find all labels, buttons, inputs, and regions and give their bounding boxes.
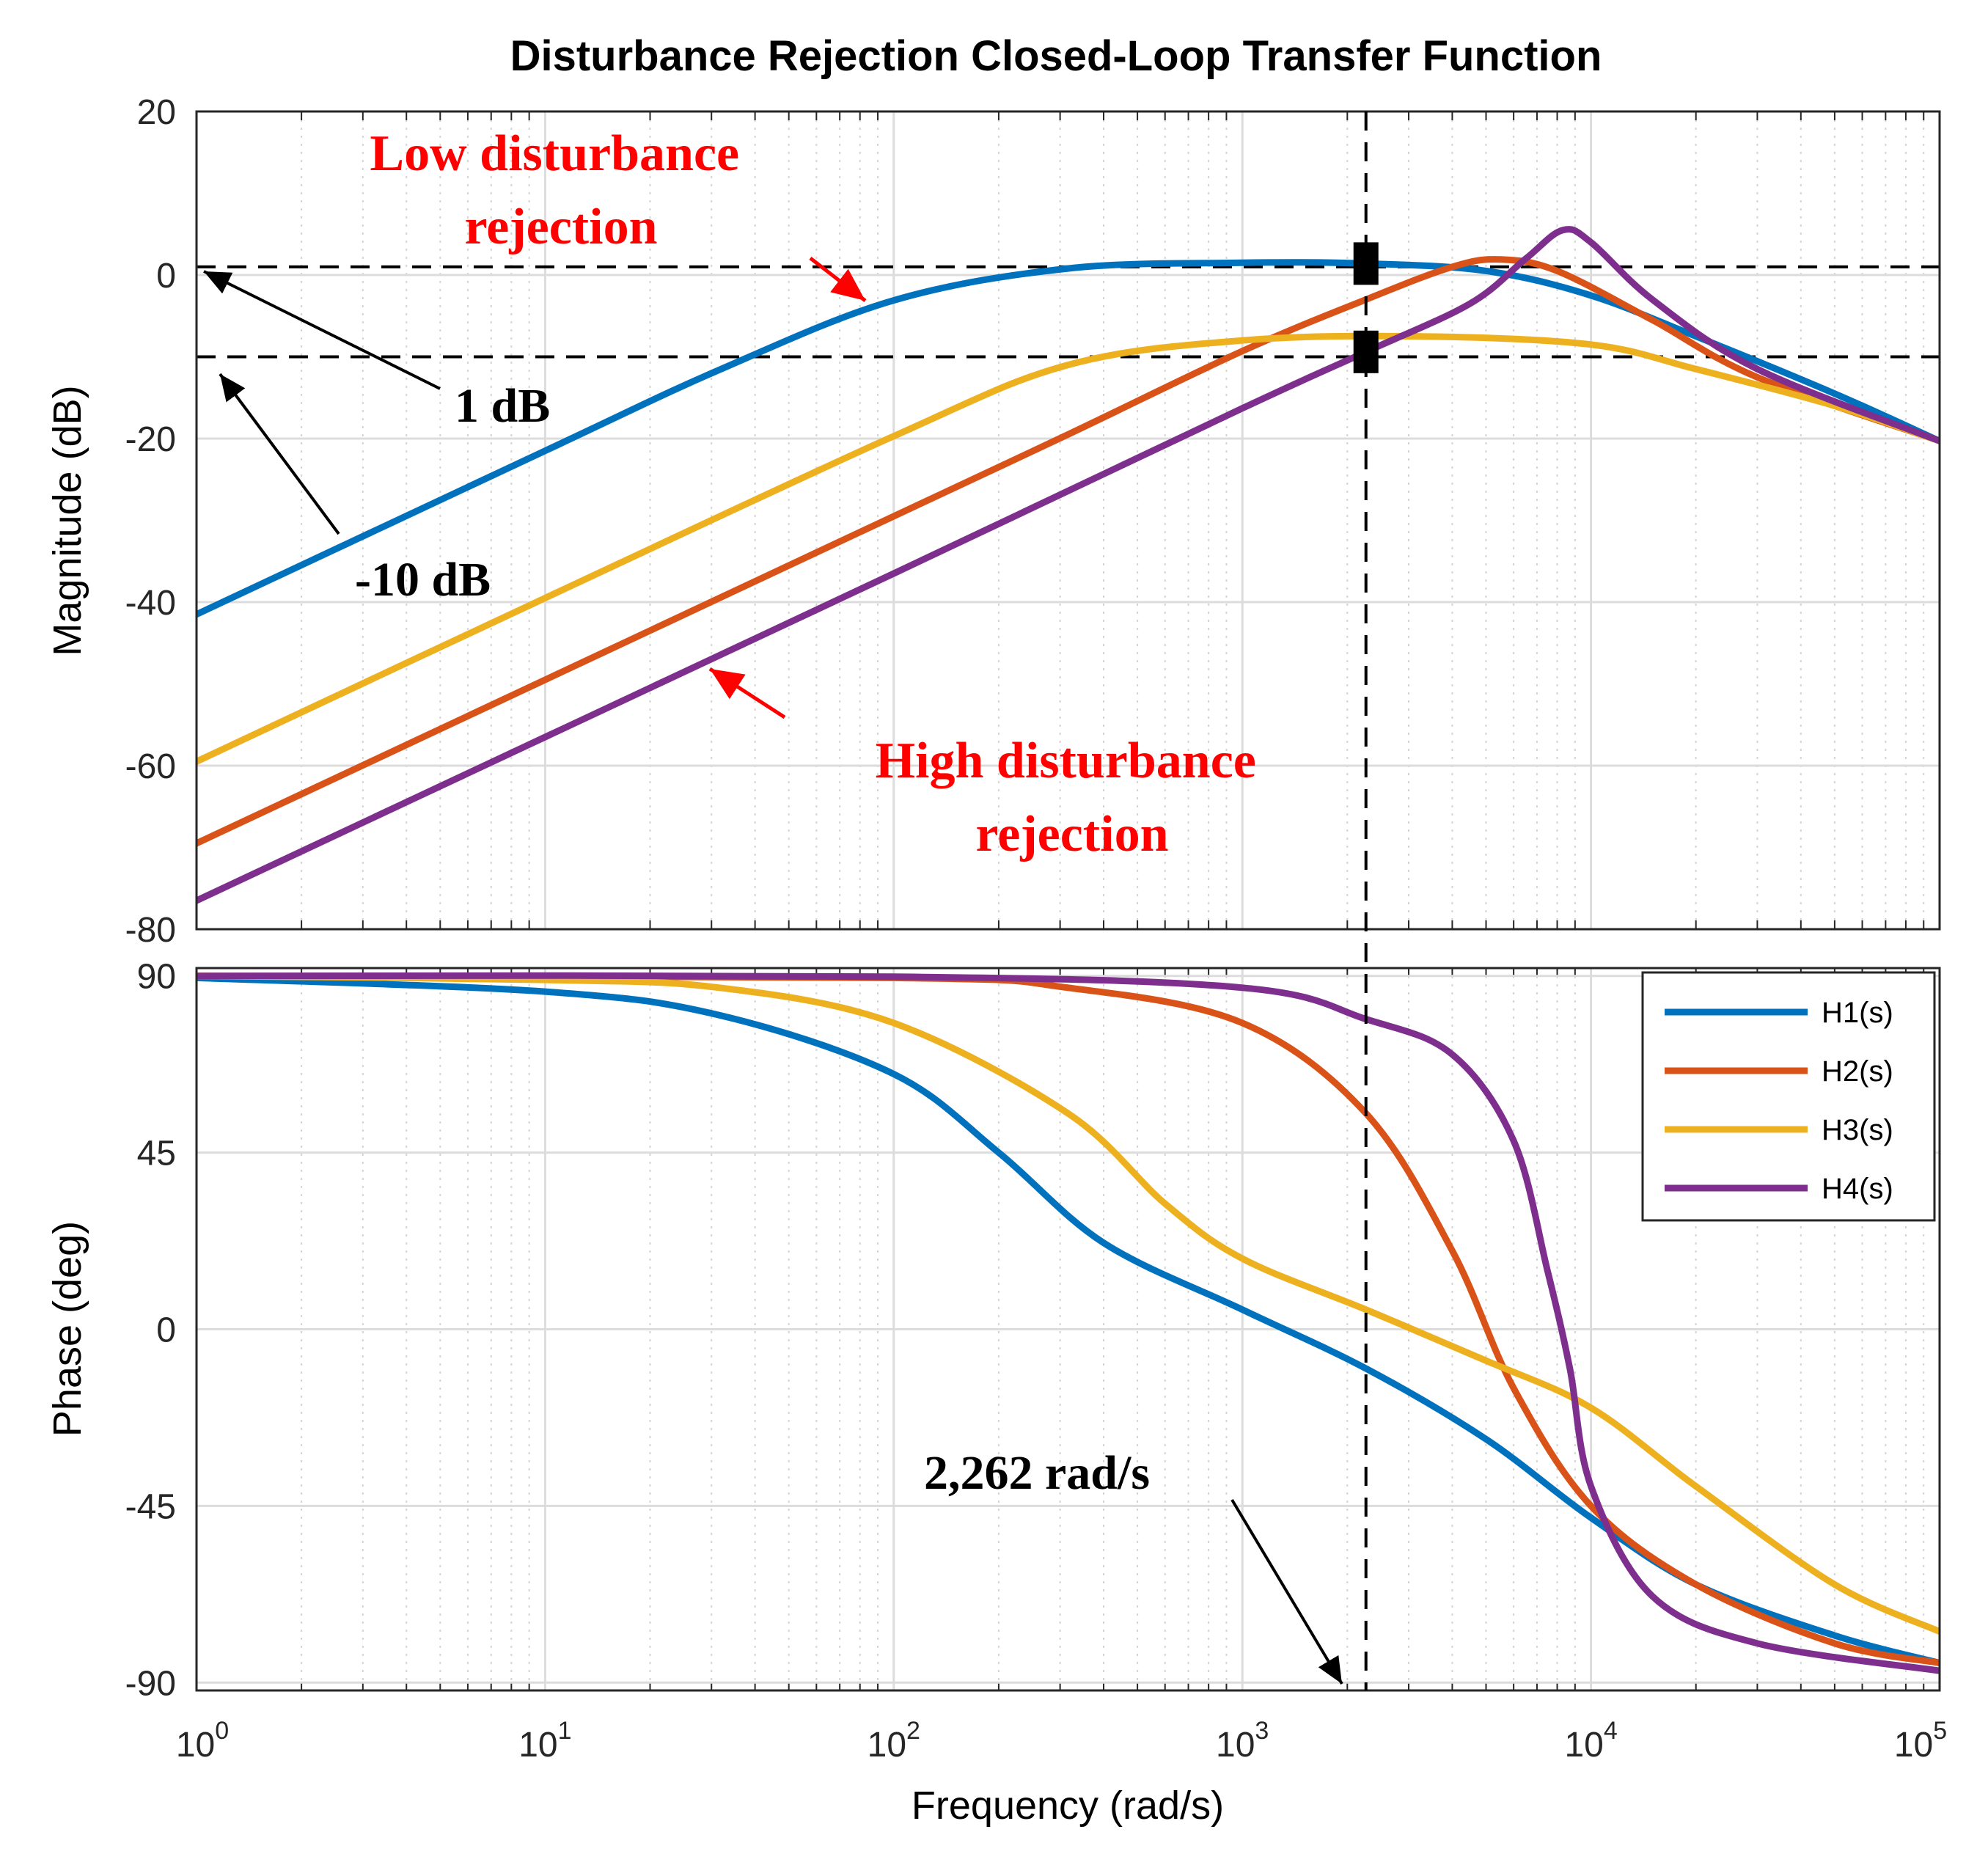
magnitude-y-tick-label: -60	[125, 747, 176, 786]
phase-y-tick-label: -90	[125, 1664, 176, 1703]
magnitude-curves	[197, 226, 1940, 904]
x-tick-label: 104	[1564, 1717, 1617, 1765]
high-rejection-arrow	[708, 667, 786, 719]
crossover-marker	[1353, 242, 1379, 285]
crossover-frequency-label: 2,262 rad/s	[924, 1446, 1150, 1500]
magnitude-y-tick-labels: 20 0 -20 -40 -60 -80	[125, 93, 176, 950]
x-tick-exponent: 5	[1933, 1717, 1947, 1745]
magnitude-y-tick-label: -80	[125, 911, 176, 950]
phase-y-label: Phase (deg)	[45, 1221, 89, 1437]
low-rejection-arrow	[809, 257, 867, 302]
x-tick-label: 105	[1894, 1717, 1947, 1765]
legend: H1(s) H2(s) H3(s) H4(s)	[1641, 971, 1936, 1222]
magnitude-y-tick-label: -40	[125, 584, 176, 623]
phase-y-tick-label: 45	[137, 1135, 176, 1173]
phase-y-tick-label: 0	[156, 1311, 176, 1350]
x-tick-exponent: 3	[1255, 1717, 1269, 1745]
magnitude-plot-border	[195, 110, 1941, 931]
legend-label-h1s: H1(s)	[1822, 997, 1893, 1029]
magnitude-y-tick-label: 20	[137, 93, 176, 132]
phase-curves	[197, 972, 1940, 1674]
annotations: Low disturbance rejection High disturban…	[203, 125, 1343, 1685]
phase-y-tick-labels: 90 45 0 -45 -90	[125, 958, 176, 1704]
low-rejection-label: Low disturbance rejection	[370, 125, 752, 255]
chart-title: Disturbance Rejection Closed-Loop Transf…	[510, 32, 1602, 80]
magnitude-series-h3s	[197, 332, 1940, 765]
phase-y-tick-label: -45	[125, 1487, 176, 1526]
x-tick-label: 100	[176, 1717, 229, 1765]
legend-label-h3s: H3(s)	[1822, 1114, 1893, 1146]
x-tick-label: 102	[868, 1717, 920, 1765]
legend-label-h2s: H2(s)	[1822, 1055, 1893, 1088]
phase-plot-border	[195, 967, 1941, 1692]
phase-series-h4s	[197, 972, 1940, 1674]
x-tick-label: 103	[1216, 1717, 1269, 1765]
magnitude-y-tick-label: 0	[156, 257, 176, 296]
crossover-marker	[1353, 330, 1379, 373]
x-tick-exponent: 2	[906, 1717, 920, 1745]
minus-ten-db-arrow	[219, 373, 340, 535]
low-rejection-line-1: Low disturbance	[370, 125, 739, 182]
legend-label-h4s: H4(s)	[1822, 1173, 1893, 1205]
magnitude-y-label: Magnitude (dB)	[45, 385, 89, 656]
crossover-markers	[1353, 242, 1379, 373]
high-rejection-line-1: High disturbance	[876, 733, 1256, 789]
magnitude-y-tick-label: -20	[125, 420, 176, 459]
crossover-frequency-arrow	[1230, 1498, 1343, 1685]
magnitude-series-h4s	[197, 226, 1940, 904]
phase-series-h3s	[197, 972, 1940, 1635]
x-tick-exponent: 1	[558, 1717, 572, 1745]
high-rejection-line-2: rejection	[975, 806, 1168, 862]
x-tick-exponent: 4	[1604, 1717, 1618, 1745]
magnitude-series-h2s	[197, 256, 1940, 847]
x-tick-label: 101	[518, 1717, 571, 1765]
x-axis-label: Frequency (rad/s)	[912, 1784, 1224, 1828]
magnitude-plot-area	[197, 111, 1940, 929]
x-tick-labels: 100 101 102 103 104 105	[176, 1717, 1947, 1765]
magnitude-plot: 20 0 -20 -40 -60 -80 Magnitude (dB)	[45, 93, 1941, 950]
minus-ten-db-label: -10 dB	[355, 553, 491, 607]
one-db-label: 1 dB	[455, 379, 550, 433]
phase-y-tick-label: 90	[137, 958, 176, 997]
high-rejection-label: High disturbance rejection	[876, 733, 1269, 862]
x-tick-exponent: 0	[215, 1717, 229, 1745]
low-rejection-line-2: rejection	[464, 199, 657, 255]
one-db-arrow	[203, 270, 441, 390]
